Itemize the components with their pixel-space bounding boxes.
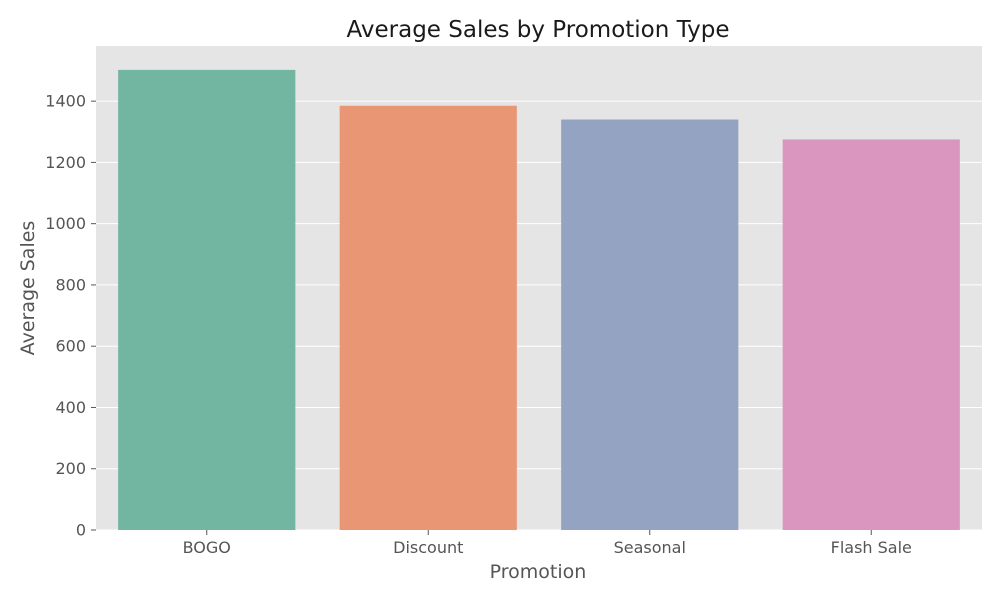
y-tick-label: 600: [55, 337, 86, 356]
x-axis: BOGO Discount Seasonal Flash Sale: [183, 530, 912, 557]
bar: [782, 139, 960, 531]
bar: [561, 119, 739, 531]
x-tick-label: Seasonal: [614, 538, 686, 557]
y-tick-label: 1000: [45, 214, 86, 233]
y-tick-label: 1400: [45, 92, 86, 111]
x-tick-label: Discount: [393, 538, 463, 557]
y-axis-label: Average Sales: [17, 221, 39, 356]
x-axis-label: Promotion: [490, 561, 587, 583]
bar: [339, 105, 517, 530]
bars: [118, 69, 960, 531]
y-tick-label: 800: [55, 275, 86, 294]
y-tick-label: 400: [55, 398, 86, 417]
y-tick-label: 200: [55, 459, 86, 478]
x-tick-label: BOGO: [183, 538, 231, 557]
y-axis: 0 200 400 600 800 1000 1200 1400: [45, 92, 96, 540]
chart-title: Average Sales by Promotion Type: [347, 17, 730, 43]
y-tick-label: 0: [76, 521, 86, 540]
y-tick-label: 1200: [45, 153, 86, 172]
bar: [118, 69, 296, 530]
x-tick-label: Flash Sale: [831, 538, 912, 557]
